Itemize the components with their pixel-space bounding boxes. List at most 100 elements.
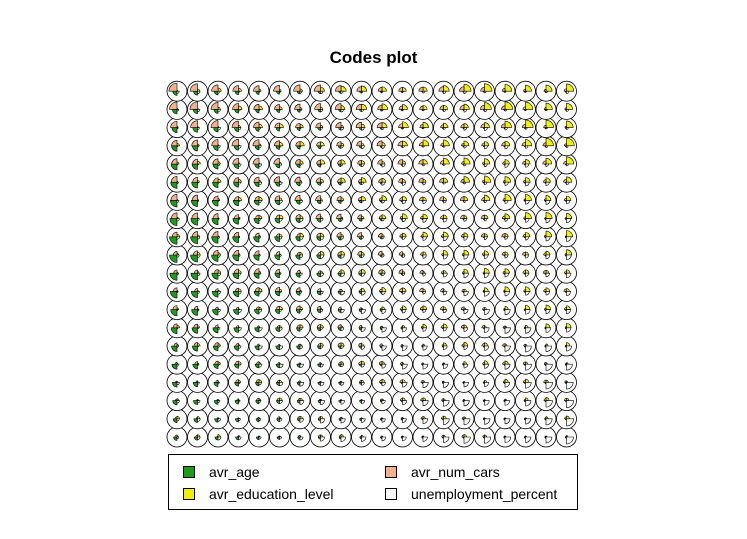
som-unit <box>248 208 270 230</box>
sector-unemployment-percent <box>320 218 324 222</box>
som-unit <box>494 280 516 302</box>
sector-avr-education-level <box>566 137 575 147</box>
som-unit <box>310 262 331 284</box>
sector-avr-num-cars <box>480 123 485 128</box>
sector-unemployment-percent <box>566 200 571 205</box>
som-unit <box>433 99 454 120</box>
sector-avr-num-cars <box>378 232 383 238</box>
sector-unemployment-percent <box>238 345 242 349</box>
som-unit <box>187 244 208 266</box>
sector-unemployment-percent <box>217 327 221 331</box>
sector-unemployment-percent <box>197 272 201 277</box>
sector-avr-education-level <box>463 140 470 147</box>
sector-avr-education-level <box>504 193 512 201</box>
sector-avr-education-level <box>484 141 490 147</box>
som-unit <box>494 80 516 102</box>
som-unit <box>515 171 536 193</box>
sector-avr-num-cars <box>400 326 403 329</box>
sector-avr-education-level <box>381 86 387 92</box>
som-unit <box>351 189 372 211</box>
sector-unemployment-percent <box>299 145 302 148</box>
sector-unemployment-percent <box>484 400 490 406</box>
sector-avr-num-cars <box>563 197 567 201</box>
sector-avr-education-level <box>484 83 493 92</box>
sector-avr-num-cars <box>523 179 526 183</box>
sector-avr-num-cars <box>460 233 465 238</box>
sector-unemployment-percent <box>258 418 262 421</box>
som-unit <box>228 335 249 357</box>
sector-avr-num-cars <box>419 141 424 147</box>
som-unit <box>371 299 393 321</box>
som-unit <box>494 226 516 248</box>
sector-unemployment-percent <box>381 236 385 240</box>
som-unit <box>310 99 331 120</box>
sector-unemployment-percent <box>361 272 366 277</box>
sector-avr-num-cars <box>170 212 178 219</box>
sector-avr-education-level <box>381 214 387 219</box>
sector-avr-education-level <box>504 213 511 219</box>
sector-unemployment-percent <box>361 145 365 150</box>
sector-unemployment-percent <box>217 418 221 422</box>
sector-avr-education-level <box>484 250 490 256</box>
sector-avr-num-cars <box>420 215 424 219</box>
sector-unemployment-percent <box>279 436 283 440</box>
sector-unemployment-percent <box>422 200 427 205</box>
sector-unemployment-percent <box>402 436 407 442</box>
sector-unemployment-percent <box>197 145 200 148</box>
sector-avr-num-cars <box>400 361 403 365</box>
sector-avr-num-cars <box>440 142 444 147</box>
sector-avr-num-cars <box>503 380 506 383</box>
som-unit <box>474 280 495 302</box>
sector-unemployment-percent <box>422 309 427 313</box>
sector-avr-num-cars <box>193 323 198 329</box>
sector-unemployment-percent <box>176 400 180 404</box>
som-unit <box>494 426 516 448</box>
sector-unemployment-percent <box>258 90 261 93</box>
som-unit <box>535 226 557 248</box>
sector-avr-age <box>379 236 383 240</box>
sector-unemployment-percent <box>320 90 324 95</box>
sector-avr-age <box>253 236 260 243</box>
sector-avr-age <box>211 218 219 225</box>
sector-unemployment-percent <box>320 400 325 406</box>
legend: avr_age avr_education_level avr_num_cars… <box>168 454 578 510</box>
sector-unemployment-percent <box>504 109 507 112</box>
sector-avr-num-cars <box>193 269 198 274</box>
sector-unemployment-percent <box>258 400 262 403</box>
som-unit <box>371 244 393 266</box>
som-unit <box>187 335 208 357</box>
sector-unemployment-percent <box>197 218 200 221</box>
som-unit <box>474 80 495 102</box>
som-unit <box>351 317 372 339</box>
sector-unemployment-percent <box>340 400 345 405</box>
sector-unemployment-percent <box>279 200 283 204</box>
som-unit <box>392 153 413 175</box>
sector-avr-num-cars <box>358 325 362 329</box>
sector-avr-num-cars <box>274 122 280 128</box>
som-unit <box>269 244 290 266</box>
sector-avr-num-cars <box>482 361 485 365</box>
sector-avr-num-cars <box>318 434 321 438</box>
sector-avr-num-cars <box>479 104 485 110</box>
sector-avr-num-cars <box>359 380 362 383</box>
sector-unemployment-percent <box>361 127 365 131</box>
sector-unemployment-percent <box>279 181 283 186</box>
sector-avr-num-cars <box>563 398 567 401</box>
sector-unemployment-percent <box>217 200 220 202</box>
sector-unemployment-percent <box>443 127 446 130</box>
sector-avr-age <box>275 345 280 351</box>
sector-unemployment-percent <box>238 90 241 93</box>
som-unit <box>248 117 270 138</box>
som-unit <box>412 80 434 102</box>
sector-unemployment-percent <box>463 309 469 315</box>
som-unit <box>453 244 475 266</box>
sector-avr-age <box>316 254 321 260</box>
som-unit <box>187 426 208 448</box>
sector-unemployment-percent <box>463 363 469 369</box>
sector-unemployment-percent <box>443 109 447 112</box>
sector-avr-age <box>233 309 239 315</box>
som-unit <box>453 135 475 157</box>
som-unit <box>433 353 454 375</box>
som-unit <box>310 135 331 157</box>
sector-avr-num-cars <box>273 158 280 165</box>
